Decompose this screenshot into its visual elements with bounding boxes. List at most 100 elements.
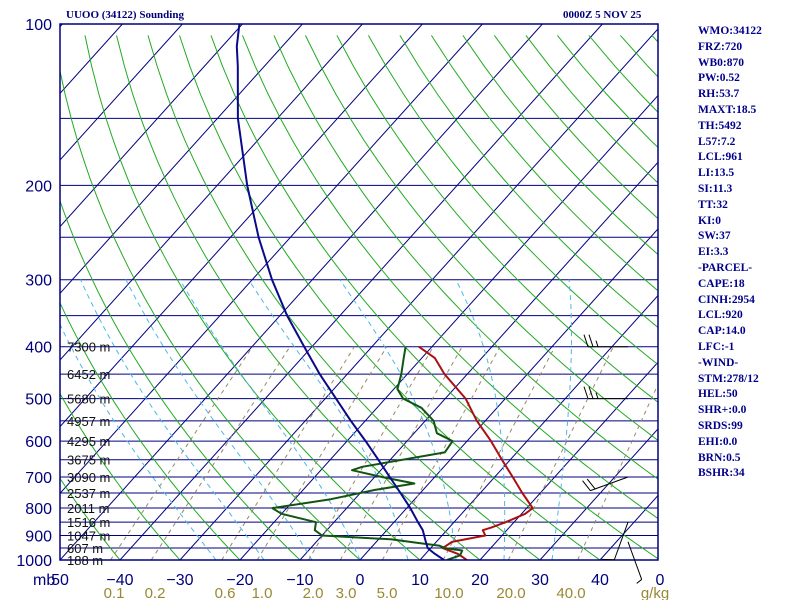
mixing-ratio-label: 3.0 (336, 585, 357, 600)
barb-flag (582, 480, 591, 491)
wind-barb (601, 521, 629, 561)
pressure-label: 500 (25, 392, 52, 409)
mixing-ratio-line (577, 383, 658, 560)
temperature-tick-label: 10 (411, 572, 429, 589)
dry-adiabat (60, 559, 61, 560)
moist-adiabat (455, 279, 506, 560)
height-label: 3675 m (67, 453, 110, 468)
index-line: L57:7.2 (698, 135, 736, 148)
dewpoint-trace (271, 346, 464, 560)
height-label: 607 m (67, 541, 103, 556)
index-line: MAXT:18.5 (698, 103, 757, 116)
index-line: FRZ:720 (698, 40, 743, 53)
moist-adiabat (179, 279, 361, 560)
barb-half-flag (595, 392, 599, 399)
height-label: 1516 m (67, 515, 110, 530)
dry-adiabat (462, 35, 658, 256)
dry-adiabat (273, 35, 658, 480)
index-line: EI:3.3 (698, 246, 729, 259)
height-label: 6452 m (67, 367, 110, 382)
index-line: KI:0 (698, 214, 721, 227)
parcel-trace (235, 24, 445, 560)
height-label: 4957 m (67, 414, 110, 429)
temperature-tick-label: 0 (656, 572, 665, 589)
dry-adiabat (336, 35, 658, 403)
barb-staff (613, 521, 629, 560)
isotherm-line (60, 24, 303, 295)
height-label: 1047 m (67, 528, 110, 543)
index-line: LCL:920 (698, 309, 743, 322)
plot-area (0, 24, 658, 560)
y-axis-label: mb (33, 572, 55, 589)
index-line: SRDS:99 (698, 419, 743, 432)
isotherm-line (239, 94, 658, 560)
isotherm-line (0, 24, 2, 560)
isotherm-line (479, 361, 658, 560)
mixing-ratio-label: 0.1 (104, 585, 125, 600)
index-line: BSHR:34 (698, 467, 745, 480)
temperature-tick-label: 50 (51, 572, 69, 589)
mixing-ratio-label: 40.0 (556, 585, 585, 600)
index-line: SHR+:0.0 (698, 404, 747, 417)
dry-adiabat (84, 35, 421, 560)
mixing-ratio-line (221, 346, 355, 560)
chart-title: UUOO (34122) Sounding (66, 9, 184, 21)
barb-staff (627, 541, 643, 580)
index-line: LFC:-1 (698, 340, 735, 353)
temperature-tick-label: 0 (356, 572, 365, 589)
barb-half-flag (636, 579, 642, 584)
barb-staff (590, 476, 629, 492)
pressure-label: 300 (25, 273, 52, 290)
isotherm-line (299, 161, 658, 560)
isotherm-line (119, 24, 603, 560)
index-line: STM:278/12 (698, 372, 759, 385)
wind-barbs (582, 334, 643, 584)
dry-adiabat (179, 35, 601, 560)
index-line: WMO:34122 (698, 25, 762, 37)
dry-adiabat (210, 35, 658, 560)
mixing-ratio-label: 5.0 (377, 585, 398, 600)
index-line: -PARCEL- (698, 261, 753, 274)
pressure-label: 800 (25, 501, 52, 518)
isotherm-line (60, 24, 363, 361)
index-line: CINH:2954 (698, 293, 755, 306)
mixing-ratio-label: 20.0 (496, 585, 525, 600)
isotherm-line (539, 428, 658, 560)
temperature-tick-label: −20 (226, 572, 253, 589)
mixing-ratio-line (150, 346, 291, 560)
plot-frame (59, 23, 659, 561)
wind-barb (583, 386, 628, 400)
index-line: LI:13.5 (698, 167, 735, 180)
temperature-tick-label: −40 (106, 572, 133, 589)
moist-adiabat (339, 279, 457, 560)
index-line: TT:32 (698, 198, 728, 211)
index-line: RH:53.7 (698, 88, 740, 101)
dry-adiabat (242, 35, 658, 520)
height-label: 4295 m (67, 434, 110, 449)
isotherm-line (60, 24, 243, 228)
height-label: 7300 m (67, 340, 110, 355)
index-line: LCL:961 (698, 151, 743, 164)
index-line: SW:37 (698, 230, 731, 243)
barb-flag (583, 386, 589, 399)
height-label: 3090 m (67, 470, 110, 485)
mixing-ratio-label: 0.2 (145, 585, 166, 600)
mixing-ratio-line (256, 346, 388, 560)
index-line: EHI:0.0 (698, 435, 738, 448)
pressure-label: 700 (25, 470, 52, 487)
height-label: 2537 m (67, 486, 110, 501)
index-line: HEL:50 (698, 388, 738, 401)
height-label: 5680 m (67, 392, 110, 407)
mixing-ratio-line (507, 346, 614, 560)
pressure-label: 900 (25, 528, 52, 545)
wind-barb (627, 541, 643, 584)
dry-adiabat (147, 35, 541, 560)
index-line: TH:5492 (698, 119, 742, 132)
isotherm-line (60, 24, 423, 428)
barb-flag (586, 478, 596, 490)
index-line: CAPE:18 (698, 277, 745, 290)
barb-flag (588, 386, 594, 399)
mixing-ratio-label: 0.6 (215, 585, 236, 600)
temperature-tick-label: −10 (286, 572, 313, 589)
